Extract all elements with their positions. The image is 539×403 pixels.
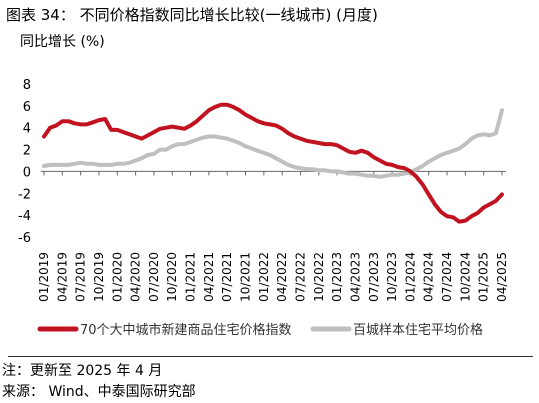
series-line-1: [42, 102, 504, 224]
x-tick-label: 01/2019: [37, 252, 51, 302]
y-tick-label: 6: [23, 100, 31, 115]
x-tick-label: 04/2019: [55, 252, 69, 302]
y-tick-label: 8: [23, 78, 31, 93]
x-tick-label: 01/2021: [184, 252, 198, 302]
y-axis-title: 同比增长 (%): [20, 34, 105, 50]
x-tick-label: 10/2023: [385, 252, 399, 302]
x-tick-label: 01/2023: [330, 252, 344, 302]
x-tick-label: 01/2022: [257, 252, 271, 302]
y-tick-label: 0: [23, 165, 31, 180]
x-tick-label: 10/2021: [239, 252, 253, 302]
legend-group: 70个大中城市新建商品住宅价格指数 百城样本住宅平均价格: [37, 322, 483, 338]
y-tick-label: 2: [23, 144, 31, 159]
y-tick-label: -6: [18, 231, 31, 246]
axis-group: -6 -4 -2 0 2 4 6 8 01/2019 04/2019 07/2019 10/2019 0…: [18, 78, 509, 302]
legend-label-2: 百城样本住宅平均价格: [353, 322, 483, 338]
source-text: 来源： Wind、中泰国际研究部: [2, 384, 196, 400]
series-line-2: [42, 108, 504, 179]
x-tick-label: 04/2023: [348, 252, 362, 302]
x-tick-label: 10/2022: [312, 252, 326, 302]
x-tick-label: 10/2019: [92, 252, 106, 302]
x-tick-label: 07/2022: [293, 252, 307, 302]
note-text: 注：更新至 2025 年 4 月: [2, 363, 163, 379]
y-tick-label: 4: [23, 122, 31, 137]
x-tick-label: 01/2024: [403, 252, 417, 302]
x-tick-label: 04/2024: [422, 252, 436, 302]
x-tick-label: 10/2024: [458, 252, 472, 302]
x-tick-label: 10/2020: [165, 252, 179, 302]
x-tick-label: 07/2019: [74, 252, 88, 302]
x-tick-label: 04/2022: [275, 252, 289, 302]
x-tick-label: 07/2024: [440, 252, 454, 302]
x-tick-label: 01/2020: [110, 252, 124, 302]
chart-canvas: -6 -4 -2 0 2 4 6 8 01/2019 04/2019 07/2019 10/2019 0…: [18, 78, 509, 338]
x-tick-label: 07/2023: [367, 252, 381, 302]
y-tick-label: -4: [18, 209, 31, 224]
x-tick-label: 07/2021: [220, 252, 234, 302]
x-tick-label: 04/2020: [129, 252, 143, 302]
x-tick-label: 07/2020: [147, 252, 161, 302]
x-tick-label: 01/2025: [477, 252, 491, 302]
legend-label-1: 70个大中城市新建商品住宅价格指数: [80, 322, 292, 338]
x-tick-label: 04/2021: [202, 252, 216, 302]
divider-line: [8, 356, 533, 357]
chart-title: 图表 34： 不同价格指数同比增长比较(一线城市) (月度): [6, 6, 378, 24]
y-tick-label: -2: [18, 187, 31, 202]
series-group: [42, 102, 504, 224]
x-tick-label: 04/2025: [495, 252, 509, 302]
